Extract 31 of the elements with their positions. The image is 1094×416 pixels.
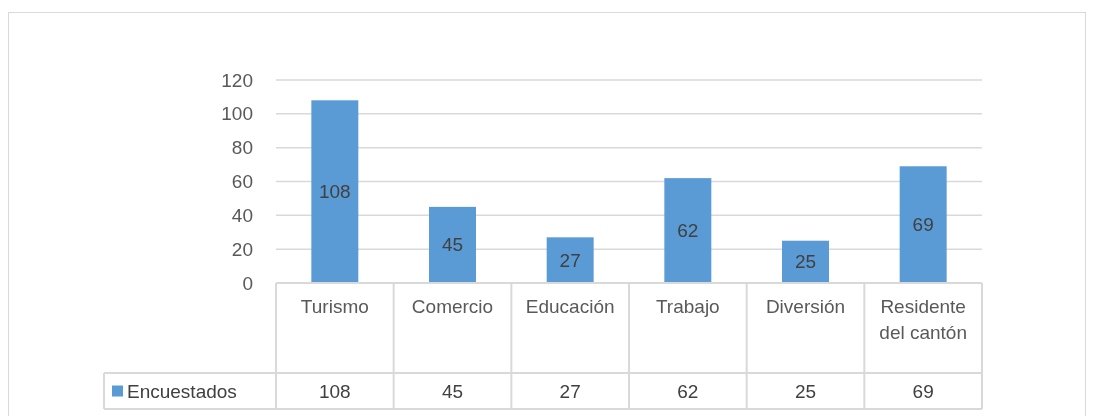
annotation: 27 [559, 249, 581, 271]
data-label: 69 [912, 380, 934, 402]
y-tick-label: 80 [231, 137, 253, 159]
x-tick-label: Residente del cantón [879, 295, 968, 343]
x-tick-label: Educación [525, 295, 615, 317]
bar [899, 166, 947, 283]
y-tick-label: 100 [221, 103, 253, 125]
data-label: 62 [677, 380, 699, 402]
bar [664, 178, 712, 283]
data-label: 27 [559, 380, 581, 402]
x-tick-label: Turismo [300, 295, 369, 317]
data-label: 108 [318, 380, 351, 402]
bar [311, 100, 359, 283]
annotation: 108 [318, 181, 351, 203]
x-tick-label: Trabajo [655, 295, 720, 317]
x-tick-label: Diversión [765, 295, 846, 317]
annotation: 62 [677, 220, 699, 242]
annotation: 45 [441, 234, 464, 256]
y-tick-label: 120 [221, 69, 253, 91]
data-label: 25 [794, 380, 817, 402]
bar [429, 206, 476, 283]
data-label: 45 [441, 380, 464, 402]
y-tick-label: 20 [231, 238, 253, 260]
x-tick-label: Comercio [411, 295, 494, 317]
annotation: 69 [912, 214, 934, 236]
y-tick-label: 60 [231, 171, 253, 192]
legend-label: Encuestados [127, 380, 237, 402]
y-tick-label: 0 [242, 272, 253, 294]
y-tick-label: 40 [231, 204, 253, 226]
bar [546, 237, 594, 283]
annotation: 25 [794, 251, 817, 273]
